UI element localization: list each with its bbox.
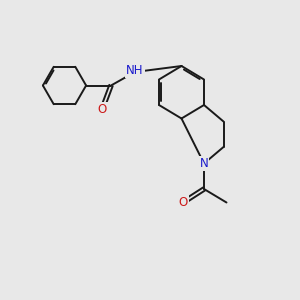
Text: O: O [178,196,188,209]
Text: NH: NH [126,64,144,77]
Text: O: O [98,103,106,116]
Text: N: N [200,157,208,170]
